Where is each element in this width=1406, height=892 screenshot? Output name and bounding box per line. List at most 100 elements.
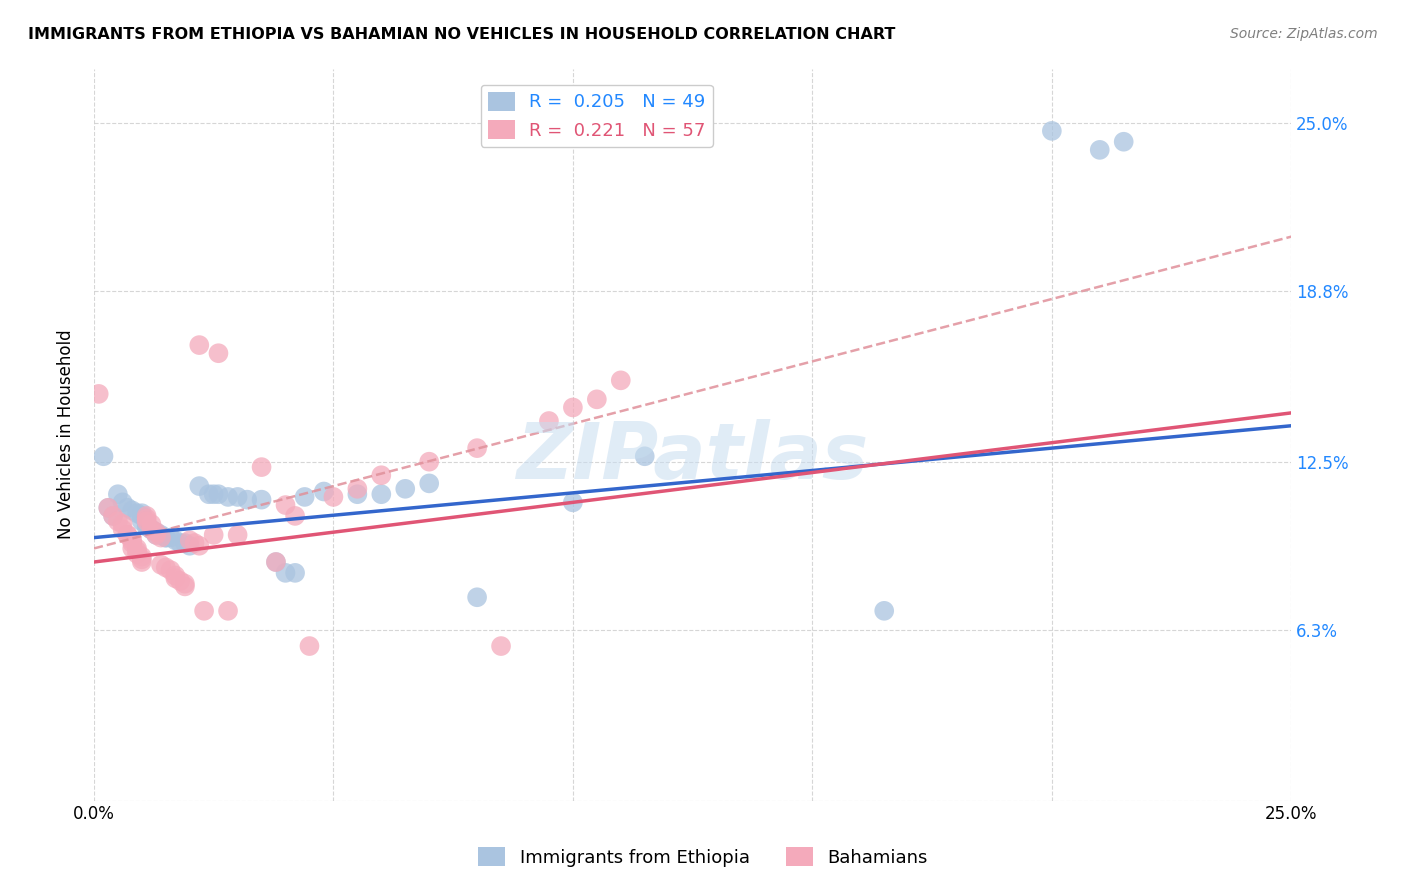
Point [585,392,607,407]
Point [145,528,167,542]
Point [97,500,120,515]
Text: IMMIGRANTS FROM ETHIOPIA VS BAHAMIAN NO VEHICLES IN HOUSEHOLD CORRELATION CHART: IMMIGRANTS FROM ETHIOPIA VS BAHAMIAN NO … [28,27,896,42]
Point [135,514,157,528]
Point [141,523,163,537]
Point [1040,124,1063,138]
Point [111,523,134,537]
Point [121,533,143,548]
Point [117,528,139,542]
Point [207,346,229,360]
Point [465,441,488,455]
Point [125,541,148,556]
Point [107,514,129,528]
Point [1088,143,1111,157]
Point [226,528,249,542]
Point [159,531,181,545]
Point [141,523,163,537]
Point [131,555,153,569]
Point [284,508,307,523]
Point [97,500,120,515]
Point [165,568,187,582]
Point [394,482,416,496]
Point [121,536,143,550]
Point [418,455,440,469]
Point [131,552,153,566]
Point [87,387,110,401]
Point [284,566,307,580]
Point [370,487,392,501]
Point [561,401,583,415]
Point [188,539,211,553]
Point [226,490,249,504]
Point [111,495,134,509]
Point [274,566,297,580]
Point [155,531,177,545]
Point [179,539,201,553]
Point [135,508,157,523]
Point [121,541,143,556]
Point [250,460,273,475]
Point [141,516,163,531]
Point [117,528,139,542]
Point [117,500,139,515]
Point [873,604,896,618]
Point [217,490,239,504]
Point [107,487,129,501]
Point [149,558,172,572]
Point [418,476,440,491]
Point [101,508,124,523]
Point [312,484,335,499]
Point [198,487,221,501]
Y-axis label: No Vehicles in Household: No Vehicles in Household [58,330,75,540]
Point [250,492,273,507]
Point [1112,135,1135,149]
Point [155,560,177,574]
Point [121,503,143,517]
Point [322,490,344,504]
Point [188,479,211,493]
Point [561,495,583,509]
Point [131,508,153,523]
Point [149,528,172,542]
Point [155,531,177,545]
Point [346,487,368,501]
Point [294,490,316,504]
Point [169,536,191,550]
Point [610,373,633,387]
Point [169,574,191,588]
Point [264,555,287,569]
Point [298,639,321,653]
Point [165,571,187,585]
Point [135,516,157,531]
Point [202,487,225,501]
Point [174,579,197,593]
Point [165,533,187,548]
Point [202,528,225,542]
Point [135,511,157,525]
Point [274,498,297,512]
Point [131,506,153,520]
Point [159,563,181,577]
Point [174,576,197,591]
Point [125,544,148,558]
Point [145,528,167,542]
Point [217,604,239,618]
Point [183,536,205,550]
Point [145,525,167,540]
Point [537,414,560,428]
Point [111,516,134,531]
Legend: R =  0.205   N = 49, R =  0.221   N = 57: R = 0.205 N = 49, R = 0.221 N = 57 [481,85,713,147]
Point [179,533,201,548]
Point [188,338,211,352]
Point [489,639,512,653]
Point [93,450,115,464]
Point [236,492,259,507]
Legend: Immigrants from Ethiopia, Bahamians: Immigrants from Ethiopia, Bahamians [471,840,935,874]
Point [193,604,215,618]
Point [174,536,197,550]
Text: Source: ZipAtlas.com: Source: ZipAtlas.com [1230,27,1378,41]
Point [141,523,163,537]
Point [131,514,153,528]
Point [346,482,368,496]
Point [135,520,157,534]
